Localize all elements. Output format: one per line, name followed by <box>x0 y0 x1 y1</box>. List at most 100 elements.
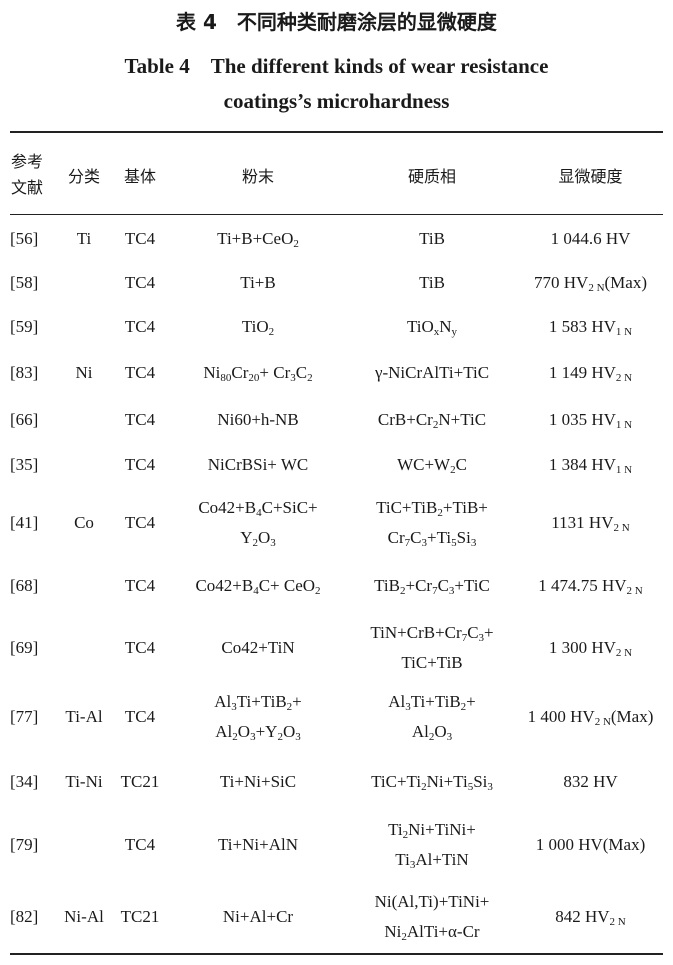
microhardness-table: 参考 文献 分类 基体 粉末 硬质相 显微硬度 [56] Ti TC4 Ti+B+CeO… <box>10 134 663 954</box>
ref-cell: [59] <box>10 316 39 336</box>
microhardness-cell: 1 300 HV2 N <box>548 637 633 659</box>
hard-phase-cell: Ni(Al,Ti)+TiNi+ Ni2AlTi+α-Cr <box>374 891 490 943</box>
ref-cell: [66] <box>10 409 39 429</box>
microhardness-cell: 1 000 HV(Max) <box>535 835 646 854</box>
ref-cell: [83] <box>10 363 39 382</box>
powder-cell: TiO2 <box>241 316 275 338</box>
table-title-en-line2: coatings’s microhardness <box>223 89 450 113</box>
powder-cell: Co42+B4C+SiC+ Y2O3 <box>198 497 318 549</box>
table-row: [77] Ti-Al TC4 Al3Ti+TiB2+ Al2O3+Y2O3 Al3Ti+T… <box>10 681 663 753</box>
powder-cell: Co42+TiN <box>221 637 295 657</box>
header-hard-phase: 硬质相 <box>407 167 456 186</box>
hard-phase-cell: TiN+CrB+Cr7C3+ TiC+TiB <box>370 622 494 672</box>
powder-cell: NiCrBSi+ WC <box>207 455 309 474</box>
substrate-cell: TC4 <box>124 228 156 248</box>
hard-phase-cell: TiB <box>419 272 445 292</box>
hard-phase-cell: γ-NiCrAlTi+TiC <box>374 363 490 382</box>
substrate-cell: TC21 <box>120 906 160 926</box>
table-row: [56] Ti TC4 Ti+B+CeO2 TiB 1 044.6 HV <box>10 216 663 261</box>
substrate-cell: TC4 <box>124 637 156 657</box>
hard-phase-cell: CrB+Cr2N+TiC <box>377 409 487 431</box>
microhardness-cell: 1 035 HV1 N <box>548 409 633 431</box>
hard-phase-cell: TiB <box>419 228 445 248</box>
substrate-cell: TC4 <box>124 575 156 595</box>
table-row: [83] Ni TC4 Ni80Cr20+ Cr3C2 γ-NiCrAlTi+TiC 1 … <box>10 349 663 397</box>
microhardness-cell: 770 HV2 N(Max) <box>534 272 647 294</box>
header-row: 参考 文献 分类 基体 粉末 硬质相 显微硬度 <box>10 134 663 216</box>
microhardness-cell: 1 474.75 HV2 N <box>538 575 643 597</box>
class-cell: Co <box>74 512 94 532</box>
class-cell <box>58 442 110 488</box>
powder-cell: Co42+B4C+ CeO2 <box>195 575 321 597</box>
powder-cell: Ti+Ni+AlN <box>218 835 298 854</box>
table-row: [58] TC4 Ti+B TiB 770 HV2 N(Max) <box>10 261 663 304</box>
class-cell: Ni <box>75 363 93 382</box>
hard-phase-cell: TiC+TiB2+TiB+ Cr7C3+Ti5Si3 <box>376 497 488 549</box>
header-class: 分类 <box>67 167 100 186</box>
class-cell <box>58 261 110 304</box>
microhardness-cell: 1131 HV2 N <box>551 512 630 534</box>
class-cell: Ti-Al <box>65 707 103 726</box>
substrate-cell: TC4 <box>124 835 156 854</box>
class-cell <box>58 614 110 681</box>
class-cell: Ti-Ni <box>65 772 103 791</box>
header-ref: 参考 文献 <box>11 152 44 197</box>
ref-cell: [68] <box>10 575 39 595</box>
top-rule <box>10 131 663 133</box>
ref-cell: [77] <box>10 707 39 726</box>
table-row: [41] Co TC4 Co42+B4C+SiC+ Y2O3 TiC+TiB2+TiB+ C… <box>10 488 663 557</box>
hard-phase-cell: WC+W2C <box>397 455 467 476</box>
powder-cell: Ti+B+CeO2 <box>217 228 299 250</box>
hard-phase-cell: TiOxNy <box>406 316 458 338</box>
microhardness-cell: 842 HV2 N <box>555 906 626 928</box>
substrate-cell: TC4 <box>124 363 156 382</box>
hard-phase-cell: TiB2+Cr7C3+TiC <box>374 575 490 597</box>
substrate-cell: TC4 <box>124 409 156 429</box>
microhardness-cell: 1 149 HV2 N <box>548 363 633 384</box>
class-cell <box>58 557 110 614</box>
class-cell <box>58 304 110 349</box>
ref-cell: [79] <box>10 835 39 854</box>
powder-cell: Ti+Ni+SiC <box>219 772 297 791</box>
header-substrate: 基体 <box>123 167 156 186</box>
class-cell <box>58 397 110 442</box>
ref-cell: [41] <box>10 512 39 532</box>
class-cell: Ni-Al <box>64 906 104 926</box>
microhardness-cell: 1 384 HV1 N <box>548 455 633 476</box>
hard-phase-cell: Ti2Ni+TiNi+ Ti3Al+TiN <box>388 820 476 871</box>
table-row: [79] TC4 Ti+Ni+AlN Ti2Ni+TiNi+ Ti3Al+TiN 1 00… <box>10 811 663 879</box>
table-row: [69] TC4 Co42+TiN TiN+CrB+Cr7C3+ TiC+TiB 1 30… <box>10 614 663 681</box>
table-title-en: Table 4 The different kinds of wear resi… <box>124 54 549 78</box>
hard-phase-cell: TiC+Ti2Ni+Ti5Si3 <box>371 772 493 793</box>
substrate-cell: TC21 <box>120 772 160 791</box>
ref-cell: [69] <box>10 637 39 657</box>
powder-cell: Ti+B <box>240 272 276 292</box>
ref-cell: [56] <box>10 228 39 248</box>
ref-cell: [35] <box>10 455 39 474</box>
substrate-cell: TC4 <box>124 455 156 474</box>
class-cell <box>58 811 110 879</box>
header-powder: 粉末 <box>241 167 274 186</box>
bottom-rule <box>10 953 663 955</box>
table-row: [68] TC4 Co42+B4C+ CeO2 TiB2+Cr7C3+TiC 1 474… <box>10 557 663 614</box>
header-rule <box>10 214 663 215</box>
table-row: [66] TC4 Ni60+h-NB CrB+Cr2N+TiC 1 035 HV1 N <box>10 397 663 442</box>
microhardness-cell: 1 400 HV2 N(Max) <box>527 707 654 728</box>
hard-phase-cell: Al3Ti+TiB2+ Al2O3 <box>388 692 476 743</box>
header-microhardness: 显微硬度 <box>558 167 623 186</box>
ref-cell: [82] <box>10 906 39 926</box>
ref-cell: [58] <box>10 272 39 292</box>
microhardness-cell: 1 044.6 HV <box>550 228 631 248</box>
powder-cell: Ni80Cr20+ Cr3C2 <box>203 363 313 384</box>
substrate-cell: TC4 <box>124 512 156 532</box>
microhardness-cell: 832 HV <box>563 772 618 791</box>
powder-cell: Ni60+h-NB <box>217 409 299 429</box>
substrate-cell: TC4 <box>124 316 156 336</box>
ref-cell: [34] <box>10 772 39 791</box>
substrate-cell: TC4 <box>124 272 156 292</box>
table-title-cn: 表 4 不同种类耐磨涂层的显微硬度 <box>176 10 497 34</box>
substrate-cell: TC4 <box>124 707 156 726</box>
powder-cell: Ni+Al+Cr <box>222 906 294 926</box>
microhardness-cell: 1 583 HV1 N <box>548 316 633 338</box>
table-row: [34] Ti-Ni TC21 Ti+Ni+SiC TiC+Ti2Ni+Ti5Si3 83… <box>10 753 663 811</box>
